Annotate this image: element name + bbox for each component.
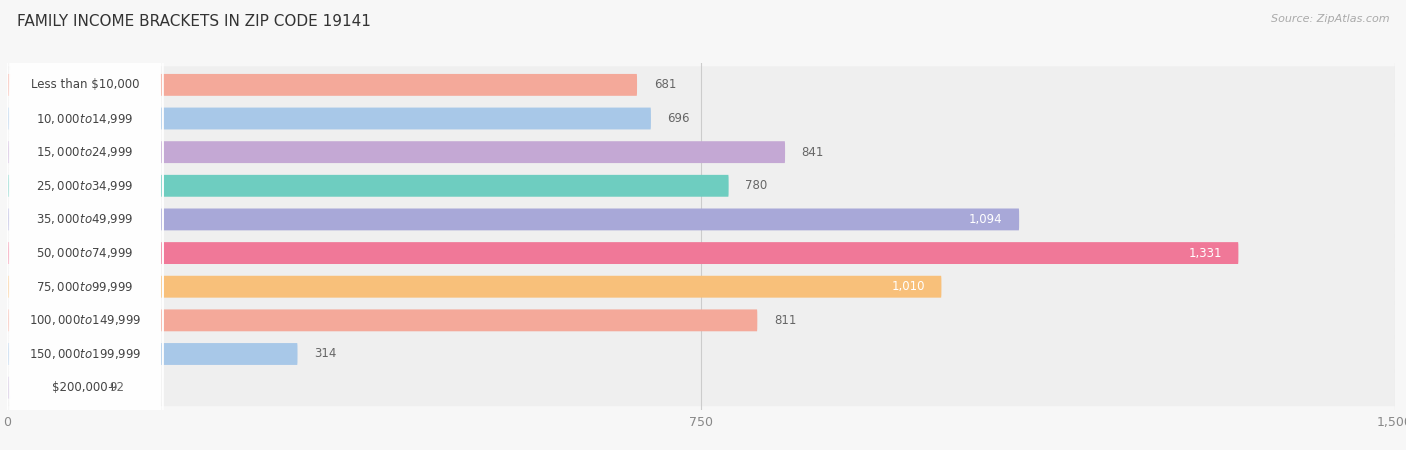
FancyBboxPatch shape xyxy=(7,27,163,412)
Text: $35,000 to $49,999: $35,000 to $49,999 xyxy=(37,212,134,226)
FancyBboxPatch shape xyxy=(7,310,758,331)
FancyBboxPatch shape xyxy=(7,335,1395,373)
FancyBboxPatch shape xyxy=(7,276,942,297)
FancyBboxPatch shape xyxy=(7,242,1239,264)
FancyBboxPatch shape xyxy=(7,377,93,399)
Text: 1,331: 1,331 xyxy=(1188,247,1222,260)
FancyBboxPatch shape xyxy=(7,94,163,450)
FancyBboxPatch shape xyxy=(7,369,1395,406)
Text: 841: 841 xyxy=(801,146,824,159)
Text: 314: 314 xyxy=(314,347,336,360)
FancyBboxPatch shape xyxy=(7,74,637,96)
FancyBboxPatch shape xyxy=(7,134,1395,171)
Text: 92: 92 xyxy=(108,381,124,394)
FancyBboxPatch shape xyxy=(7,0,163,311)
FancyBboxPatch shape xyxy=(7,100,1395,137)
FancyBboxPatch shape xyxy=(7,268,1395,305)
FancyBboxPatch shape xyxy=(7,195,163,450)
Text: 681: 681 xyxy=(654,78,676,91)
FancyBboxPatch shape xyxy=(7,302,1395,339)
FancyBboxPatch shape xyxy=(7,0,163,378)
Text: $150,000 to $199,999: $150,000 to $199,999 xyxy=(30,347,142,361)
Text: $15,000 to $24,999: $15,000 to $24,999 xyxy=(37,145,134,159)
Text: 1,010: 1,010 xyxy=(891,280,925,293)
FancyBboxPatch shape xyxy=(7,127,163,450)
Text: $10,000 to $14,999: $10,000 to $14,999 xyxy=(37,112,134,126)
FancyBboxPatch shape xyxy=(7,141,785,163)
FancyBboxPatch shape xyxy=(7,234,1395,272)
Text: 780: 780 xyxy=(745,179,768,192)
FancyBboxPatch shape xyxy=(7,175,728,197)
Text: 811: 811 xyxy=(773,314,796,327)
Text: FAMILY INCOME BRACKETS IN ZIP CODE 19141: FAMILY INCOME BRACKETS IN ZIP CODE 19141 xyxy=(17,14,371,28)
Text: $75,000 to $99,999: $75,000 to $99,999 xyxy=(37,280,134,294)
FancyBboxPatch shape xyxy=(7,0,163,345)
FancyBboxPatch shape xyxy=(7,208,1019,230)
Text: $200,000+: $200,000+ xyxy=(52,381,118,394)
Text: $25,000 to $34,999: $25,000 to $34,999 xyxy=(37,179,134,193)
Text: 696: 696 xyxy=(668,112,690,125)
FancyBboxPatch shape xyxy=(7,0,163,278)
FancyBboxPatch shape xyxy=(7,167,1395,204)
FancyBboxPatch shape xyxy=(7,108,651,130)
FancyBboxPatch shape xyxy=(7,201,1395,238)
Text: Source: ZipAtlas.com: Source: ZipAtlas.com xyxy=(1271,14,1389,23)
FancyBboxPatch shape xyxy=(7,60,163,446)
Text: 1,094: 1,094 xyxy=(969,213,1002,226)
FancyBboxPatch shape xyxy=(7,161,163,450)
Text: $50,000 to $74,999: $50,000 to $74,999 xyxy=(37,246,134,260)
Text: $100,000 to $149,999: $100,000 to $149,999 xyxy=(30,313,142,327)
FancyBboxPatch shape xyxy=(7,66,1395,104)
FancyBboxPatch shape xyxy=(7,343,298,365)
Text: Less than $10,000: Less than $10,000 xyxy=(31,78,139,91)
